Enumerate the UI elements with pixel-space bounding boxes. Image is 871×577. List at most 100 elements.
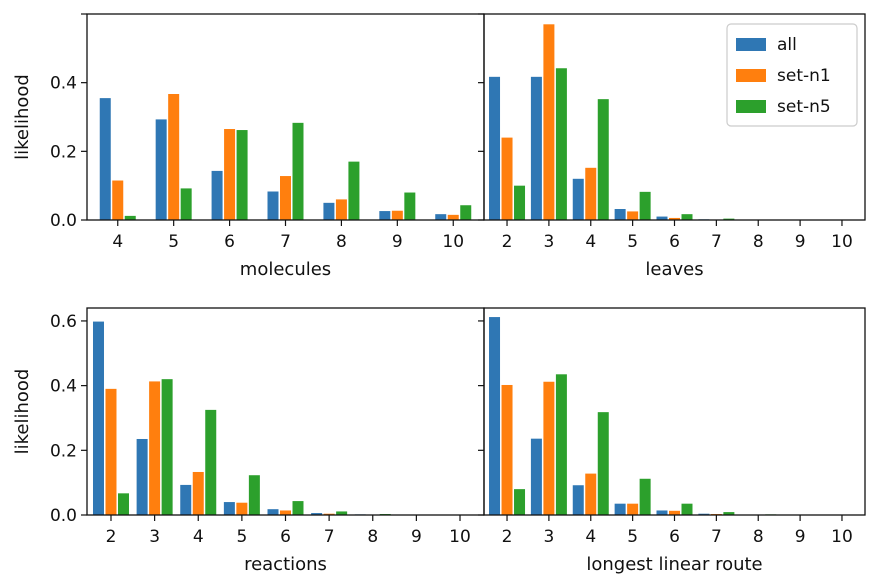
x-tick-label: 4 [585, 232, 596, 252]
x-tick-label: 6 [224, 232, 235, 252]
bar-set-n1-5 [236, 502, 248, 515]
x-tick-label: 10 [449, 527, 471, 547]
x-tick-label: 2 [502, 527, 513, 547]
bar-set-n1-2 [501, 137, 513, 220]
bar-set-n5-2 [514, 489, 526, 516]
y-tick-label: 0.2 [50, 441, 77, 461]
bar-all-2 [489, 317, 501, 515]
x-tick-label: 7 [711, 527, 722, 547]
bar-all-3 [530, 438, 542, 515]
y-tick-label: 0.0 [50, 506, 77, 526]
bar-set-n1-3 [543, 381, 555, 515]
bar-set-n1-8 [335, 199, 347, 220]
legend: all set-n1 set-n5 [726, 23, 858, 127]
y-tick-label: 0.2 [50, 142, 77, 162]
x-tick-label: 7 [324, 527, 335, 547]
bar-set-n5-3 [555, 374, 567, 515]
bar-set-n1-3 [149, 381, 161, 515]
bar-set-n5-7 [336, 511, 348, 515]
bar-set-n1-4 [585, 473, 597, 515]
bar-set-n1-3 [543, 24, 555, 220]
bar-set-n1-5 [168, 94, 180, 220]
bar-set-n5-4 [597, 412, 609, 515]
legend-swatch-all [736, 38, 766, 51]
chart-panel-bottom-left: 2 3 4 5 6 7 8 9 10 0.0 0.2 0.4 0.6 reactions likelihoo… [12, 307, 485, 575]
legend-label-set-n1: set-n1 [777, 66, 831, 86]
x-tick-label: 8 [753, 527, 764, 547]
x-axis-label: reactions [244, 554, 327, 575]
bar-set-n5-6 [292, 501, 304, 515]
legend-swatch-set-n5 [736, 100, 766, 113]
bar-set-n5-6 [236, 130, 248, 220]
bar-all-5 [614, 209, 626, 220]
bar-all-4 [572, 178, 584, 220]
legend-label-all: all [777, 35, 797, 55]
y-tick-label: 0.6 [50, 312, 77, 332]
bar-set-n5-2 [117, 493, 129, 515]
bar-set-n5-6 [681, 503, 693, 515]
bar-set-n1-2 [105, 388, 117, 515]
bar-all-6 [211, 170, 223, 220]
x-tick-label: 7 [280, 232, 291, 252]
bar-set-n5-5 [639, 478, 651, 515]
bar-set-n1-6 [669, 510, 680, 515]
x-tick-label: 8 [753, 232, 764, 252]
x-tick-label: 6 [669, 232, 680, 252]
y-tick-label: 0.4 [50, 74, 77, 94]
bar-set-n1-6 [669, 217, 680, 220]
chart-panels: 4 5 6 7 8 9 10 0.0 0.2 0.4 molecules likelihood 2 3 4 5… [12, 13, 866, 575]
x-tick-label: 9 [392, 232, 403, 252]
bar-all-5 [223, 502, 235, 515]
bar-all-8 [323, 202, 335, 220]
chart-panel-bottom-right: 2 3 4 5 6 7 8 9 10 longest linear route [478, 307, 866, 575]
x-tick-label: 4 [112, 232, 123, 252]
bar-set-n1-6 [224, 129, 236, 220]
x-tick-label: 10 [831, 527, 853, 547]
x-tick-label: 9 [411, 527, 422, 547]
legend-swatch-set-n1 [736, 69, 766, 82]
bar-set-n1-10 [447, 214, 459, 220]
bar-all-6 [656, 510, 668, 515]
x-tick-label: 2 [106, 527, 117, 547]
bar-all-6 [267, 509, 279, 515]
x-tick-label: 7 [711, 232, 722, 252]
bar-all-2 [92, 321, 104, 515]
bar-all-2 [489, 76, 501, 220]
bar-all-7 [267, 191, 279, 220]
legend-label-set-n5: set-n5 [777, 97, 831, 117]
bar-all-4 [99, 98, 111, 220]
bar-set-n1-7 [280, 176, 291, 220]
bar-set-n5-2 [514, 185, 526, 220]
bar-all-9 [379, 211, 391, 220]
x-tick-label: 6 [669, 527, 680, 547]
x-tick-label: 4 [585, 527, 596, 547]
x-tick-label: 2 [502, 232, 513, 252]
bar-all-4 [572, 485, 584, 515]
bar-set-n1-9 [391, 210, 403, 220]
x-tick-label: 3 [543, 527, 554, 547]
bar-set-n5-10 [460, 205, 472, 220]
x-tick-label: 3 [543, 232, 554, 252]
bar-set-n5-7 [723, 512, 735, 515]
x-tick-label: 4 [193, 527, 204, 547]
bar-all-5 [155, 119, 167, 220]
y-tick-label: 0.0 [50, 211, 77, 231]
x-tick-label: 10 [831, 232, 853, 252]
x-tick-label: 8 [367, 527, 378, 547]
bar-set-n1-5 [627, 211, 639, 220]
chart-panel-top-left: 4 5 6 7 8 9 10 0.0 0.2 0.4 molecules likelihood [12, 13, 485, 280]
bar-set-n1-5 [627, 503, 639, 515]
bar-set-n5-7 [723, 218, 735, 220]
bar-set-n5-4 [205, 409, 217, 515]
bar-all-10 [435, 214, 447, 220]
bar-set-n5-6 [681, 214, 693, 220]
bar-all-3 [136, 438, 148, 515]
bar-set-n5-5 [639, 191, 651, 220]
y-axis-label: likelihood [12, 74, 33, 160]
bar-set-n5-7 [292, 122, 304, 220]
x-tick-label: 10 [442, 232, 464, 252]
bar-all-5 [614, 503, 626, 515]
x-tick-label: 5 [168, 232, 179, 252]
bar-set-n1-4 [585, 167, 597, 220]
